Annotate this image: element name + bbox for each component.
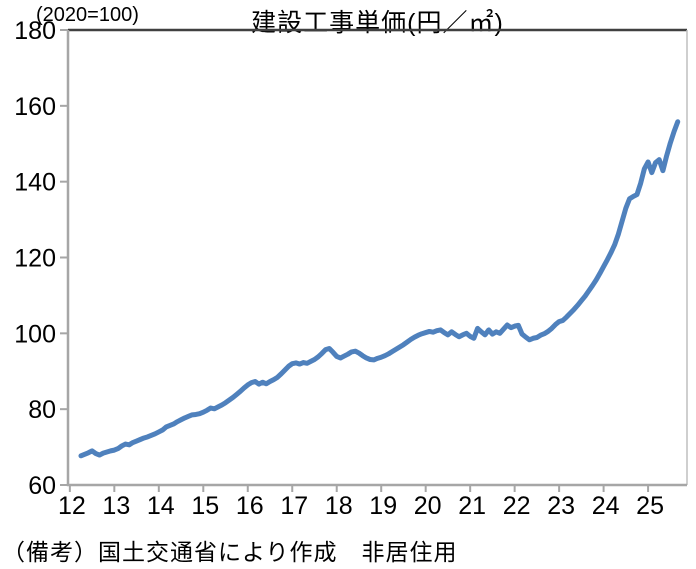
x-axis-label: 22: [503, 492, 531, 520]
x-axis-label: 14: [147, 492, 175, 520]
x-axis-label: 12: [58, 492, 86, 520]
x-axis-label: 23: [547, 492, 575, 520]
source-note: （備考）国土交通省により作成 非居住用: [2, 539, 458, 565]
y-axis-label: 100: [14, 320, 56, 348]
y-axis-label: 160: [14, 93, 56, 121]
x-axis-label: 15: [191, 492, 219, 520]
y-axis-label: 60: [28, 472, 56, 500]
x-axis-label: 24: [592, 492, 620, 520]
x-axis-label: 19: [369, 492, 397, 520]
x-axis-label: 25: [636, 492, 664, 520]
y-axis-label: 180: [14, 17, 56, 45]
index-base-note: (2020=100): [36, 4, 139, 26]
y-axis-label: 140: [14, 169, 56, 197]
x-axis-label: 17: [280, 492, 308, 520]
y-axis-label: 80: [28, 396, 56, 424]
x-axis-label: 20: [414, 492, 442, 520]
x-axis-label: 21: [458, 492, 486, 520]
chart-title: 建設工事単価(円／㎡): [251, 9, 504, 37]
x-axis-label: 13: [102, 492, 130, 520]
y-axis-label: 120: [14, 245, 56, 273]
price-index-line: [78, 119, 681, 459]
x-axis-label: 18: [325, 492, 353, 520]
x-axis-label: 16: [236, 492, 264, 520]
